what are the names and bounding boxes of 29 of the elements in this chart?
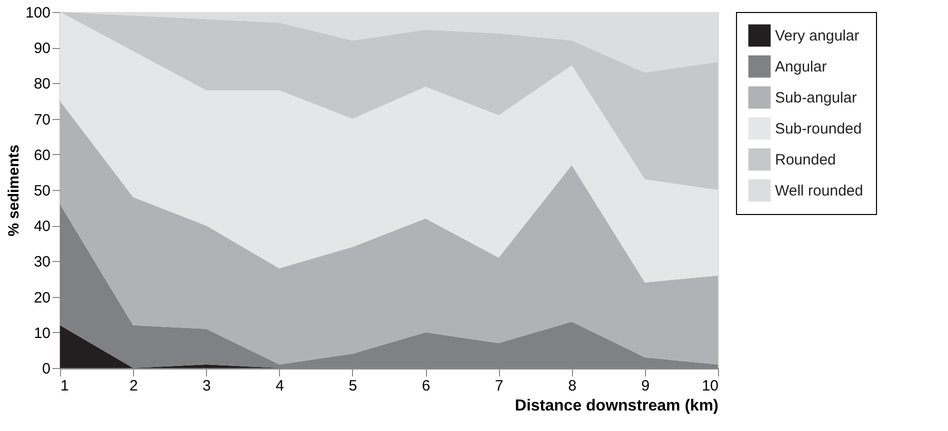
x-tick-label: 4 [276, 378, 284, 394]
y-tick-label: 40 [34, 218, 50, 236]
x-tick-label: 8 [568, 378, 576, 394]
legend-label: Angular [775, 58, 827, 76]
x-tick-label: 1 [60, 378, 69, 394]
legend-label: Sub-rounded [775, 120, 862, 138]
y-tick-label: 100 [25, 4, 50, 22]
x-tick-label: 9 [641, 378, 650, 394]
y-tick-label: 50 [34, 182, 50, 200]
x-tick-label: 5 [348, 378, 358, 394]
y-tick-label: 80 [34, 76, 50, 93]
y-tick-label: 30 [34, 254, 50, 271]
legend-label: Sub-angular [775, 90, 857, 106]
y-tick-label: 60 [34, 146, 50, 164]
x-tick-label: 10 [702, 378, 718, 394]
y-axis-title: % sediments [5, 144, 22, 236]
legend-label: Well rounded [775, 182, 864, 200]
y-tick-label: 0 [42, 360, 50, 378]
x-tick-label: 7 [494, 378, 504, 394]
y-tick-label: 70 [34, 111, 50, 128]
legend-label: Rounded [775, 152, 836, 168]
x-tick-label: 2 [129, 378, 138, 394]
x-axis-title: Distance downstream (km) [514, 398, 718, 414]
y-tick-label: 90 [34, 40, 50, 58]
y-tick-label: 20 [34, 289, 50, 306]
x-tick-label: 6 [422, 378, 430, 394]
x-tick-label: 3 [202, 378, 211, 394]
legend-label: Very angular [775, 28, 860, 44]
y-tick-label: 10 [34, 324, 50, 342]
